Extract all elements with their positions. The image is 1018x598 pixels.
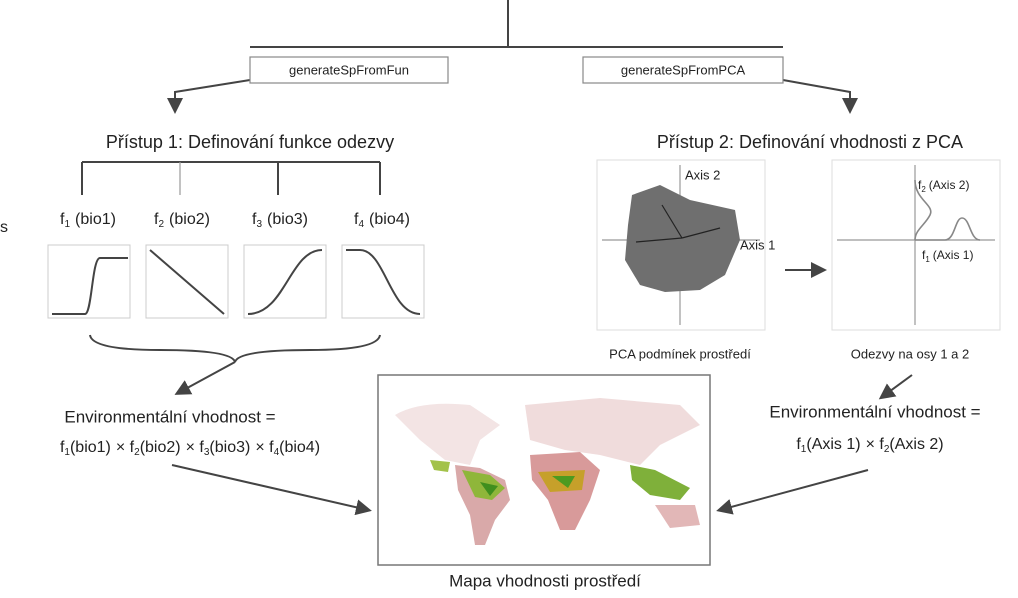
function-name: f — [60, 439, 65, 456]
function-label: f2 (Axis 2) — [918, 178, 969, 194]
function-variable: (Axis 1) — [806, 436, 860, 453]
suitability-map — [395, 398, 700, 545]
formula: f1(bio1) × f2(bio2) × f3(bio3) × f4(bio4) — [60, 439, 320, 457]
approach-title: Přístup 2: Definování vhodnosti z PCA — [657, 132, 963, 152]
operator: × — [255, 439, 269, 456]
axis-label: Axis 1 — [740, 237, 775, 252]
function-name: f — [154, 211, 159, 228]
function-variable: (bio4) — [369, 211, 410, 228]
function-label: f4 (bio4) — [354, 211, 410, 229]
response-panel — [831, 159, 1001, 331]
formula: f1(Axis 1) × f2(Axis 2) — [796, 436, 943, 454]
function-index: 2 — [884, 444, 890, 455]
edge-fragment: s — [0, 219, 8, 236]
method-box — [582, 56, 784, 84]
function-variable: (bio2) — [140, 439, 181, 456]
function-label: f1 (Axis 1) — [922, 248, 973, 264]
function-index: 3 — [256, 219, 262, 230]
function-variable: (Axis 1) — [933, 248, 974, 262]
function-index: 3 — [204, 447, 210, 458]
arrow — [878, 374, 913, 400]
function-variable: (bio3) — [267, 211, 308, 228]
function-name: f — [879, 436, 884, 453]
function-label: f3 (bio3) — [252, 211, 308, 229]
function-index: 1 — [801, 444, 807, 455]
function-variable: (bio1) — [75, 211, 116, 228]
operator: × — [186, 439, 200, 456]
pca-panel — [596, 159, 766, 331]
function-name: f — [130, 439, 135, 456]
brace-arrow — [89, 334, 381, 516]
function-variable: (bio3) — [209, 439, 250, 456]
response-curves — [47, 244, 425, 319]
function-name: f — [60, 211, 65, 228]
map-caption: Mapa vhodnosti prostředí — [449, 571, 641, 590]
function-name: f — [922, 248, 926, 262]
method-label: generateSpFromPCA — [621, 62, 746, 77]
function-name: f — [199, 439, 204, 456]
arrow — [716, 469, 869, 515]
operator: × — [116, 439, 130, 456]
function-name: f — [354, 211, 359, 228]
function-variable: (bio2) — [169, 211, 210, 228]
function-name: f — [252, 211, 257, 228]
function-name: f — [269, 439, 274, 456]
function-variable: (Axis 2) — [929, 178, 970, 192]
function-index: 1 — [64, 447, 70, 458]
operator: × — [866, 436, 880, 453]
function-variable: (bio1) — [70, 439, 111, 456]
function-variable: (bio4) — [279, 439, 320, 456]
function-index: 1 — [64, 219, 70, 230]
function-variable: (Axis 2) — [889, 436, 943, 453]
function-label: f1 (bio1) — [60, 211, 116, 229]
axis-label: Axis 2 — [685, 167, 720, 182]
panel-caption: PCA podmínek prostředí — [609, 346, 751, 361]
top-connectors — [167, 0, 858, 114]
function-index: 4 — [274, 447, 280, 458]
function-tree — [81, 161, 381, 195]
result-label: Environmentální vhodnost = — [64, 407, 275, 426]
approach-title: Přístup 1: Definování funkce odezvy — [106, 132, 394, 152]
function-index: 2 — [158, 219, 164, 230]
function-index: 1 — [925, 255, 930, 264]
method-label: generateSpFromFun — [289, 62, 409, 77]
panel-caption: Odezvy na osy 1 a 2 — [851, 346, 970, 361]
function-index: 2 — [134, 447, 140, 458]
function-index: 4 — [358, 219, 364, 230]
function-label: f2 (bio2) — [154, 211, 210, 229]
function-name: f — [918, 178, 922, 192]
function-index: 2 — [921, 185, 926, 194]
method-box — [249, 56, 449, 84]
result-label: Environmentální vhodnost = — [769, 402, 980, 421]
function-name: f — [796, 436, 801, 453]
